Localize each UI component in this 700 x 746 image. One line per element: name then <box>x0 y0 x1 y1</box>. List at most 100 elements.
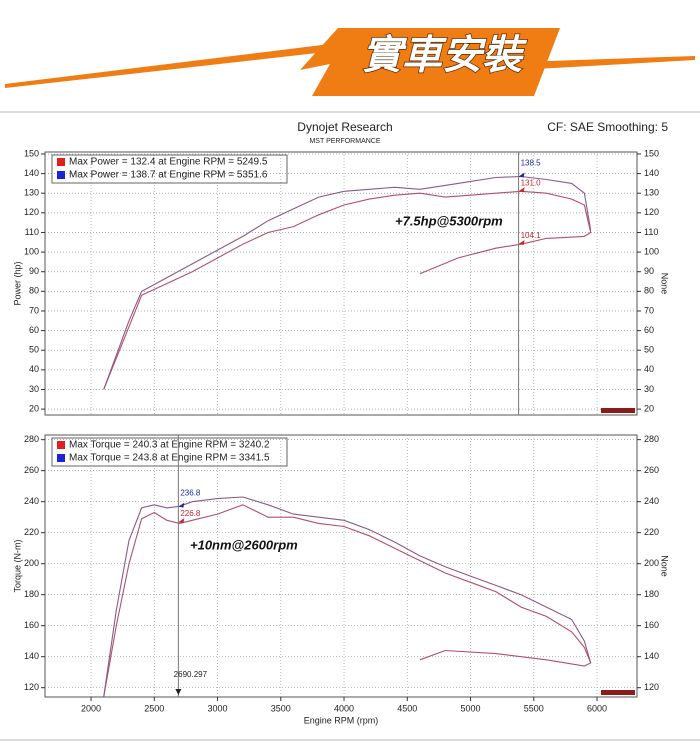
y-tick-label: 200 <box>24 558 39 568</box>
y2-tick-label: 80 <box>644 286 654 296</box>
y-tick-label: 50 <box>29 345 39 355</box>
cursor-marker <box>178 502 185 508</box>
y-tick-label: 180 <box>24 589 39 599</box>
legend-swatch <box>57 158 65 166</box>
annotation: +7.5hp@5300rpm <box>395 213 503 228</box>
y2-tick-label: 130 <box>644 188 659 198</box>
annotation: +10nm@2600rpm <box>190 537 298 552</box>
y-tick-label: 150 <box>24 148 39 158</box>
y-tick-label: 140 <box>24 168 39 178</box>
x-axis-label: Engine RPM (rpm) <box>304 715 379 725</box>
x-tick-label: 5500 <box>524 703 544 713</box>
x-tick-label: 3500 <box>271 703 291 713</box>
logo <box>601 690 635 695</box>
y2-axis-label: None <box>660 555 670 577</box>
legend-label: Max Power = 132.4 at Engine RPM = 5249.5 <box>69 157 268 168</box>
legend-box <box>51 154 288 184</box>
power-curve <box>103 496 592 698</box>
cursor-marker <box>518 172 525 178</box>
legend-swatch <box>57 454 65 462</box>
y2-tick-label: 40 <box>644 364 654 374</box>
legend-label: Max Torque = 243.8 at Engine RPM = 3341.… <box>69 453 270 464</box>
y2-tick-label: 140 <box>644 168 659 178</box>
y-tick-label: 90 <box>29 266 39 276</box>
y-tick-label: 20 <box>29 403 39 413</box>
y-tick-label: 100 <box>24 246 39 256</box>
y-tick-label: 80 <box>29 286 39 296</box>
y-axis-label: Torque (N-m) <box>12 539 22 592</box>
x-tick-label: 2000 <box>81 703 101 713</box>
y2-tick-label: 160 <box>644 620 659 630</box>
banner-stripe <box>5 44 330 88</box>
y-tick-label: 60 <box>29 325 39 335</box>
cursor-marker <box>518 187 525 193</box>
y-tick-label: 110 <box>25 227 39 237</box>
cursor-label: 2690.297 <box>174 670 208 679</box>
y2-tick-label: 280 <box>644 434 659 444</box>
y2-tick-label: 110 <box>644 227 658 237</box>
cursor-value-label: 104.1 <box>521 231 542 240</box>
y2-tick-label: 20 <box>644 403 654 413</box>
cursor-value-label: 138.5 <box>521 159 542 168</box>
y2-tick-label: 120 <box>644 682 659 692</box>
y-tick-label: 30 <box>29 384 39 394</box>
y-tick-label: 140 <box>24 651 39 661</box>
legend-label: Max Torque = 240.3 at Engine RPM = 3240.… <box>69 440 270 451</box>
cursor-value-label: 236.8 <box>180 489 201 498</box>
y2-tick-label: 100 <box>644 246 659 256</box>
cursor-marker <box>178 518 185 524</box>
y-tick-label: 70 <box>29 305 39 315</box>
y-tick-label: 280 <box>24 434 39 444</box>
y-tick-label: 260 <box>24 465 39 475</box>
legend-label: Max Power = 138.7 at Engine RPM = 5351.6 <box>69 170 268 181</box>
x-tick-label: 5000 <box>461 703 481 713</box>
y2-tick-label: 70 <box>644 305 654 315</box>
y2-tick-label: 50 <box>644 345 654 355</box>
y2-tick-label: 120 <box>644 207 659 217</box>
banner-stripe <box>518 56 695 70</box>
y2-tick-label: 260 <box>644 465 659 475</box>
header-subtitle: MST PERFORMANCE <box>309 138 380 145</box>
y2-tick-label: 90 <box>644 266 654 276</box>
banner-shape <box>300 28 560 96</box>
y-axis-label: Power (hp) <box>12 261 22 305</box>
legend-box <box>51 437 288 467</box>
power-curve <box>103 504 592 698</box>
y-tick-label: 130 <box>24 188 39 198</box>
power-curve <box>103 175 592 390</box>
x-tick-label: 6000 <box>587 703 607 713</box>
y2-tick-label: 240 <box>644 496 659 506</box>
cursor-value-label: 131.0 <box>521 178 542 187</box>
cursor-value-label: 226.8 <box>180 509 201 518</box>
y2-tick-label: 30 <box>644 384 654 394</box>
y2-tick-label: 200 <box>644 558 659 568</box>
plot-area <box>44 151 638 416</box>
header-note: CF: SAE Smoothing: 5 <box>547 120 668 134</box>
logo <box>601 408 635 413</box>
y2-tick-label: 140 <box>644 651 659 661</box>
legend-swatch <box>57 171 65 179</box>
y2-tick-label: 60 <box>644 325 654 335</box>
y2-axis-label: None <box>660 273 670 295</box>
y-tick-label: 120 <box>24 682 39 692</box>
x-tick-label: 4000 <box>334 703 354 713</box>
plot-area <box>44 434 638 698</box>
legend-swatch <box>57 441 65 449</box>
y2-tick-label: 180 <box>644 589 659 599</box>
y-tick-label: 240 <box>24 496 39 506</box>
y-tick-label: 40 <box>29 364 39 374</box>
y-tick-label: 160 <box>24 620 39 630</box>
cursor-marker <box>518 240 525 246</box>
y2-tick-label: 150 <box>644 148 659 158</box>
x-tick-label: 3000 <box>208 703 228 713</box>
banner-title: 實車安裝 <box>362 34 528 78</box>
y-tick-label: 220 <box>24 527 39 537</box>
x-tick-label: 4500 <box>397 703 417 713</box>
cursor-arrow <box>175 689 182 695</box>
y2-tick-label: 220 <box>644 527 659 537</box>
x-tick-label: 2500 <box>144 703 164 713</box>
y-tick-label: 120 <box>24 207 39 217</box>
header-title: Dynojet Research <box>297 120 392 134</box>
power-curve <box>103 190 592 390</box>
